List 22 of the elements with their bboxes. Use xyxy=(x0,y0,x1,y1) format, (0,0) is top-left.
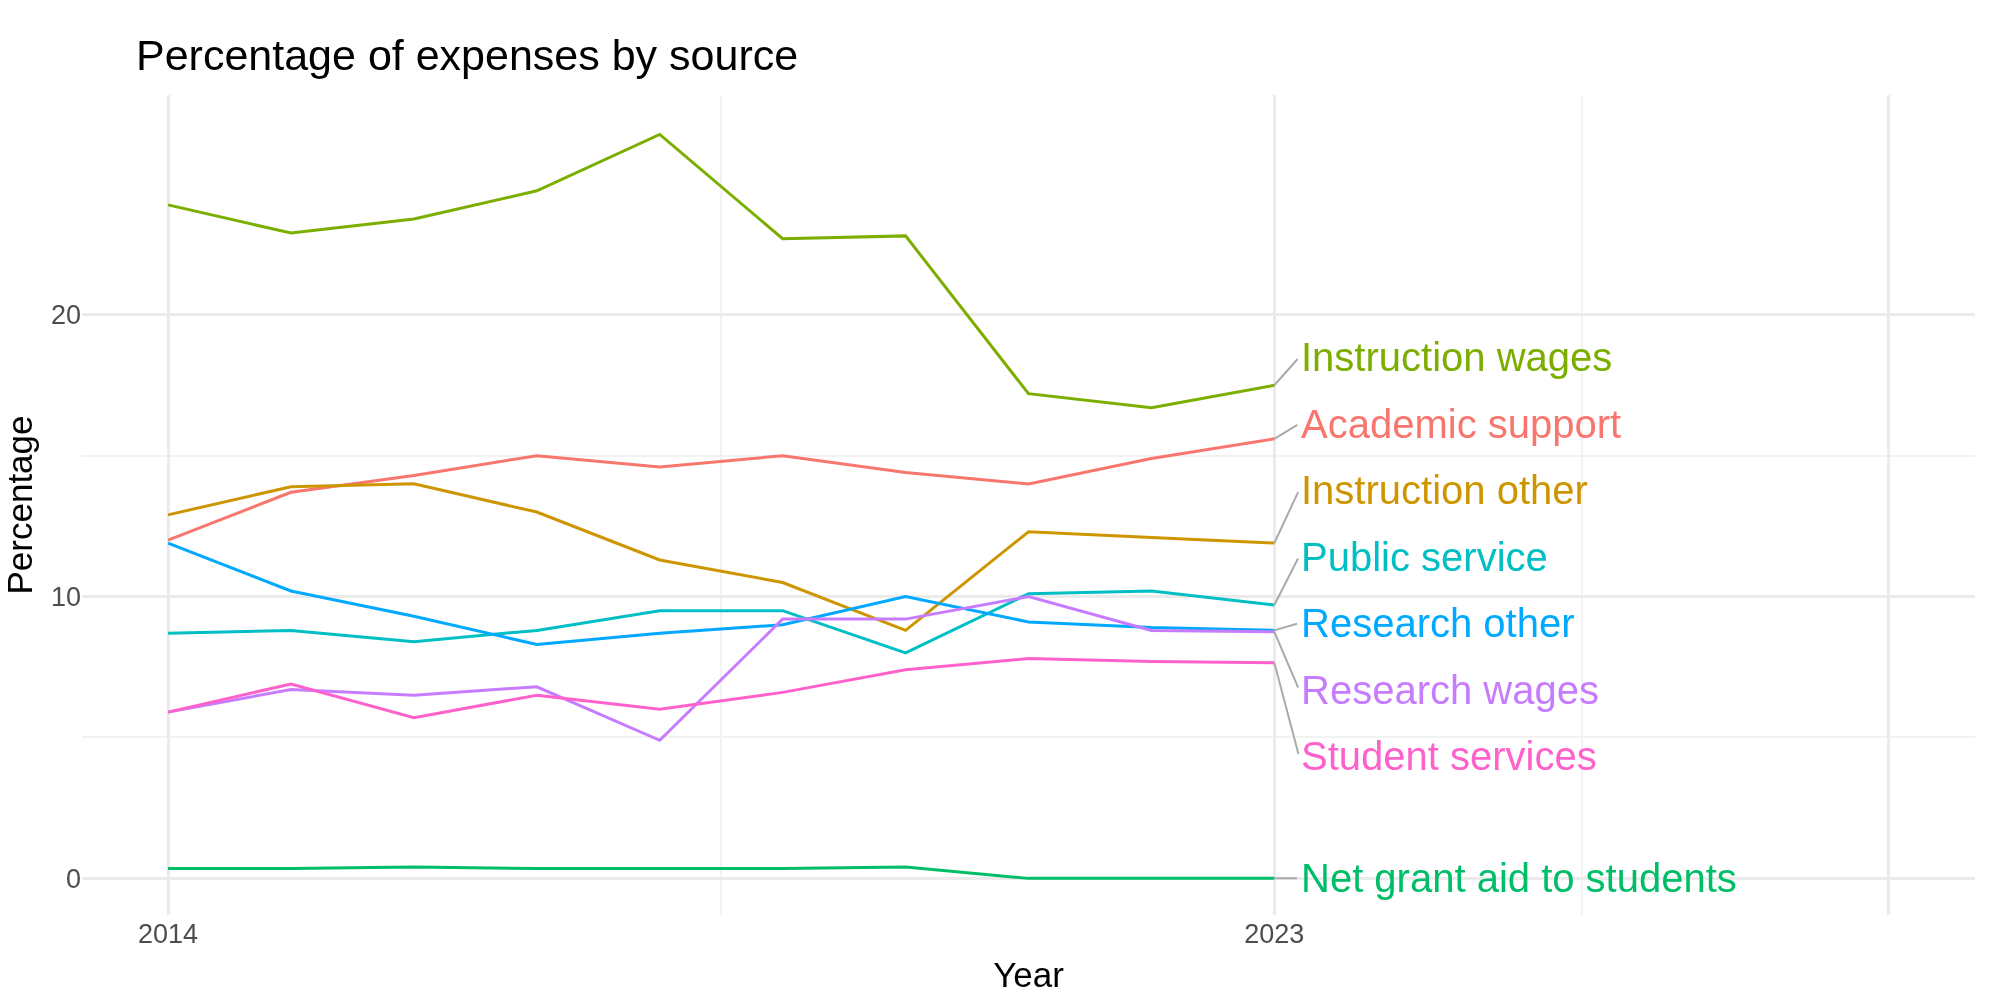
x-tick-label: 2023 xyxy=(1244,919,1305,949)
series-label: Public service xyxy=(1301,535,1548,579)
series-label: Research wages xyxy=(1301,668,1599,712)
series-label: Instruction wages xyxy=(1301,335,1613,379)
series-label: Net grant aid to students xyxy=(1301,856,1737,900)
chart-title: Percentage of expenses by source xyxy=(136,31,799,80)
line-series xyxy=(166,541,1276,646)
line-series xyxy=(166,437,1276,542)
series-label: Student services xyxy=(1301,734,1597,778)
line-series xyxy=(166,482,1276,632)
x-tick-label: 2014 xyxy=(138,919,199,949)
series-label: Research other xyxy=(1301,601,1575,645)
y-tick-label: 20 xyxy=(50,300,81,331)
x-axis-title: Year xyxy=(993,955,1065,994)
series-label: Instruction other xyxy=(1301,468,1588,512)
line-series xyxy=(166,589,1276,655)
line-series xyxy=(166,132,1276,410)
y-tick-label: 0 xyxy=(65,863,81,894)
series-label: Academic support xyxy=(1301,402,1622,446)
line-series xyxy=(166,657,1276,720)
y-axis-title: Percentage xyxy=(0,415,39,595)
y-tick-label: 10 xyxy=(50,582,81,613)
